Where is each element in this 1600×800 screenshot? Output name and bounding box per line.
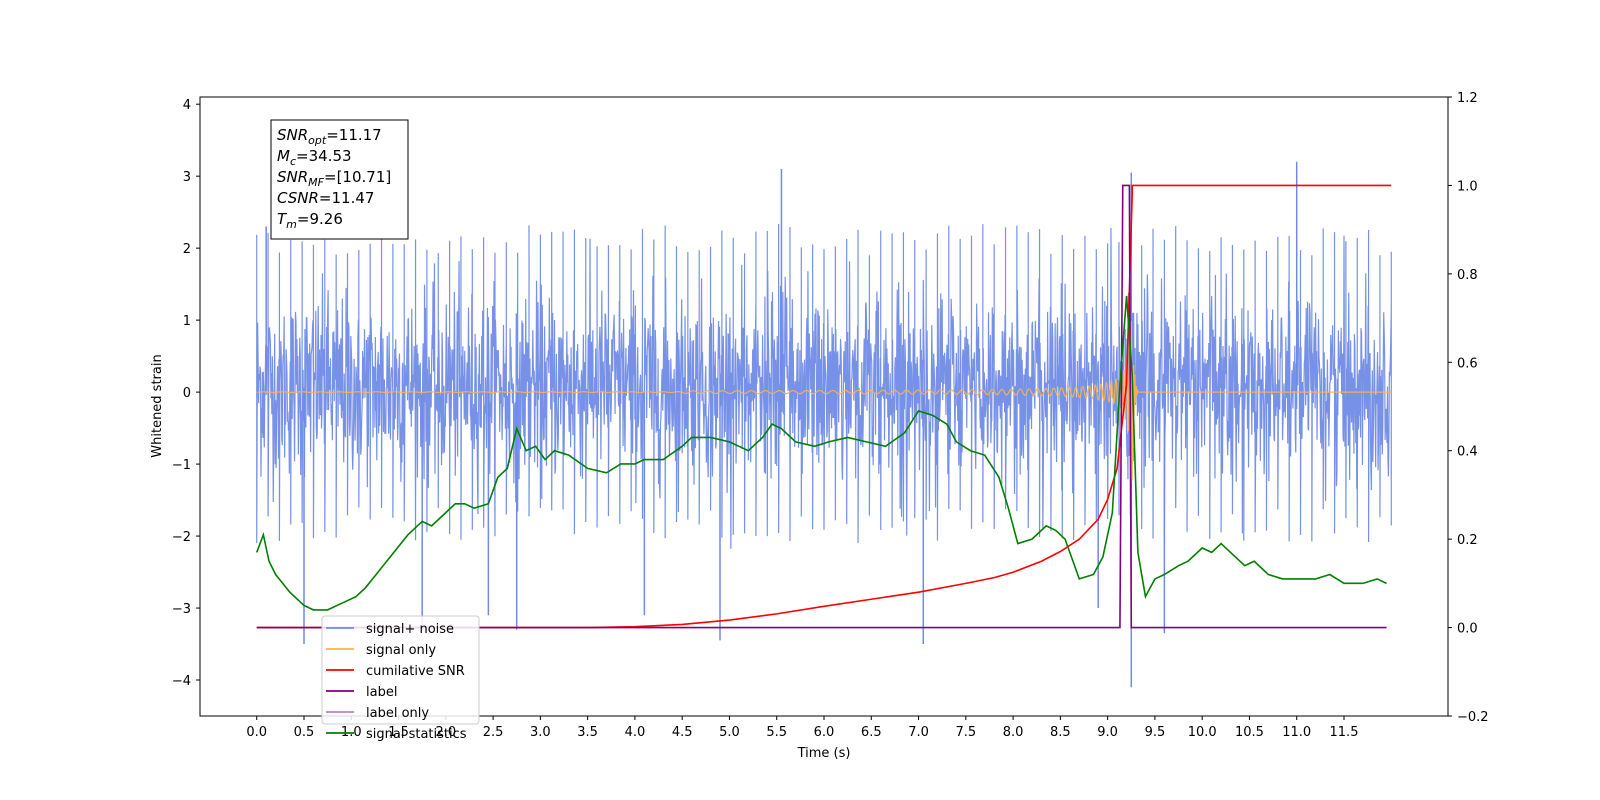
annotation-symbol: T bbox=[277, 210, 288, 228]
y-tick-label-right: 0.8 bbox=[1457, 268, 1478, 283]
annotation-value: =[10.71] bbox=[324, 168, 391, 186]
annotation-subscript: MF bbox=[308, 176, 324, 189]
plot-area bbox=[255, 161, 1392, 688]
y-tick-label-left: −3 bbox=[172, 602, 191, 617]
annotation-subscript: opt bbox=[308, 134, 327, 147]
series-signal-noise bbox=[256, 224, 1392, 549]
annotation-value: =9.26 bbox=[297, 210, 343, 228]
x-tick-label: 3.0 bbox=[530, 725, 551, 740]
annotation-subscript: m bbox=[286, 218, 297, 231]
y-tick-label-right: 0.0 bbox=[1457, 622, 1478, 637]
y-axis-label-left: Whitened strain bbox=[150, 354, 165, 457]
axes: 0.0 0.5 1.0 1.5 2.0 2.5 3.0 3.5 4.0 4.5 5.0 5.5 6.0 6… bbox=[172, 91, 1489, 740]
y-tick-label-left: 0 bbox=[183, 386, 191, 401]
annotation-symbol: SNR bbox=[277, 126, 308, 144]
legend-entry-label-only: label only bbox=[366, 706, 429, 721]
annotation-value: =11.17 bbox=[326, 126, 382, 144]
legend-entry-cumilative-snr: cumilative SNR bbox=[366, 664, 465, 679]
x-tick-label: 10.5 bbox=[1235, 725, 1264, 740]
x-tick-label: 8.0 bbox=[1003, 725, 1024, 740]
y-tick-label-left: 2 bbox=[183, 242, 191, 257]
annotation-value: =34.53 bbox=[296, 147, 352, 165]
annotation-line: Mc=34.53 bbox=[277, 147, 352, 168]
x-tick-label: 9.0 bbox=[1097, 725, 1118, 740]
annotation-line: Tm=9.26 bbox=[277, 210, 343, 231]
x-tick-label: 5.0 bbox=[719, 725, 740, 740]
legend-entry-signal-noise: signal+ noise bbox=[366, 622, 454, 637]
annotation-line: SNRMF=[10.71] bbox=[277, 168, 391, 189]
x-tick-label: 7.5 bbox=[955, 725, 976, 740]
legend: signal+ noise signal only cumilative SNR la… bbox=[321, 615, 480, 742]
x-tick-label: 6.5 bbox=[861, 725, 882, 740]
x-tick-label: 11.0 bbox=[1282, 725, 1311, 740]
y-tick-label-left: −1 bbox=[172, 458, 191, 473]
legend-entry-signal-statistics: signal statistics bbox=[366, 727, 467, 742]
series-label bbox=[256, 184, 1387, 629]
y-tick-label-left: 4 bbox=[183, 98, 191, 113]
x-tick-label: 1.5 bbox=[388, 725, 409, 740]
y-tick-label-left: −2 bbox=[172, 530, 191, 545]
y-tick-label-right: −0.2 bbox=[1457, 710, 1489, 725]
x-tick-label: 11.5 bbox=[1330, 725, 1359, 740]
x-tick-label: 5.5 bbox=[766, 725, 787, 740]
x-tick-label: 3.5 bbox=[577, 725, 598, 740]
y-tick-label-right: 1.0 bbox=[1457, 179, 1478, 194]
x-tick-label: 0.5 bbox=[294, 725, 315, 740]
parameter-annotation-box: SNRopt=11.17Mc=34.53SNRMF=[10.71]CSNR=11… bbox=[270, 119, 409, 240]
annotation-symbol: SNR bbox=[277, 168, 308, 186]
x-tick-label: 2.0 bbox=[435, 725, 456, 740]
legend-frame bbox=[321, 615, 480, 725]
x-tick-label: 7.0 bbox=[908, 725, 929, 740]
legend-entry-signal-only: signal only bbox=[366, 643, 436, 658]
y-tick-label-left: 1 bbox=[183, 314, 191, 329]
y-tick-label-right: 0.4 bbox=[1457, 445, 1478, 460]
x-tick-label: 2.5 bbox=[483, 725, 504, 740]
x-tick-label: 6.0 bbox=[814, 725, 835, 740]
annotation-subscript: c bbox=[290, 155, 296, 168]
x-tick-label: 10.0 bbox=[1188, 725, 1217, 740]
annotation-line: SNRopt=11.17 bbox=[277, 126, 382, 147]
y-tick-label-left: 3 bbox=[183, 170, 191, 185]
x-tick-label: 9.5 bbox=[1145, 725, 1166, 740]
series-signal-only bbox=[256, 321, 1392, 481]
legend-entry-label: label bbox=[366, 685, 397, 700]
annotation-value: =11.47 bbox=[319, 189, 375, 207]
x-tick-label: 4.0 bbox=[625, 725, 646, 740]
annotation-line: CSNR=11.47 bbox=[277, 189, 374, 207]
x-tick-label: 4.5 bbox=[672, 725, 693, 740]
x-axis-label: Time (s) bbox=[797, 746, 851, 761]
x-tick-label: 0.0 bbox=[246, 725, 267, 740]
annotation-symbol: M bbox=[277, 147, 290, 165]
y-tick-label-left: −4 bbox=[172, 674, 191, 689]
series-signal-statistics bbox=[255, 295, 1387, 611]
y-tick-label-right: 1.2 bbox=[1457, 91, 1478, 106]
y-tick-label-right: 0.2 bbox=[1457, 533, 1478, 548]
x-tick-label: 8.5 bbox=[1050, 725, 1071, 740]
annotation-symbol: CSNR bbox=[277, 189, 319, 207]
y-tick-label-right: 0.6 bbox=[1457, 356, 1478, 371]
annotation-frame bbox=[270, 119, 409, 240]
